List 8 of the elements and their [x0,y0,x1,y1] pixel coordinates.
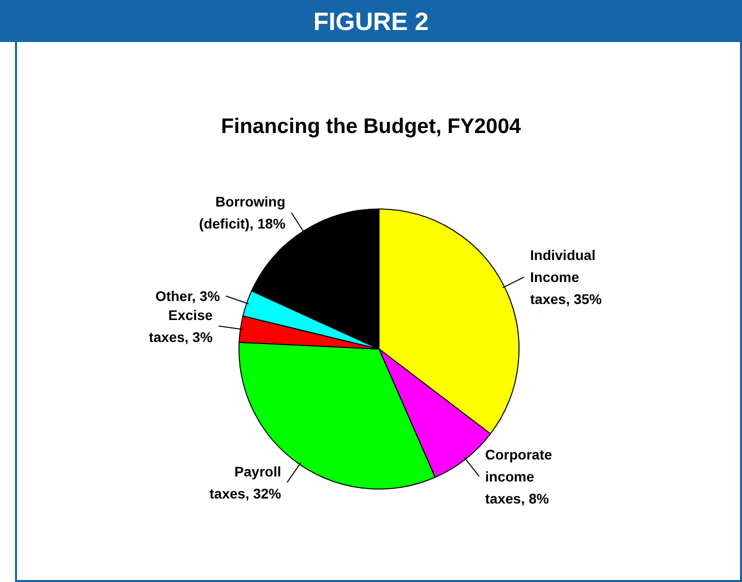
slice-label: Other, 3% [155,288,220,304]
slice-label: Corporate income taxes, 8% [485,446,552,506]
slice-label: Individual Income taxes, 35% [530,247,602,308]
chart-subtitle: Financing the Budget, FY2004 [221,115,522,138]
slice-label: Excise taxes, 3% [148,306,214,345]
slice-label: Borrowing (deficit), 18% [199,194,286,232]
slice-label: Payroll taxes, 32% [210,463,282,502]
chart-title: FIGURE 2 [313,8,429,36]
